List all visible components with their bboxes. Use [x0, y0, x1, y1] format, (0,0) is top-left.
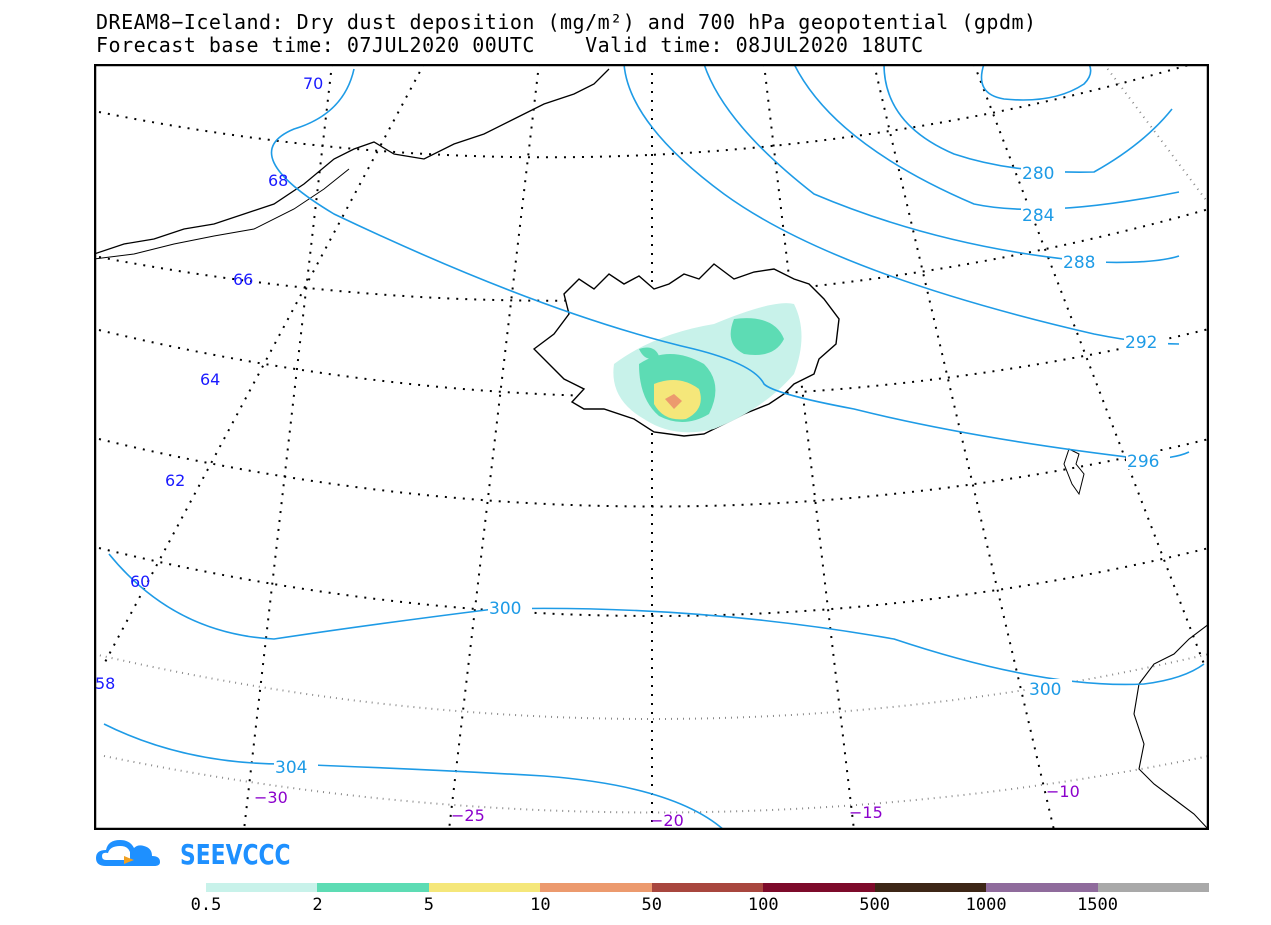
legend-swatch [874, 883, 987, 892]
legend-swatch [1097, 883, 1210, 892]
greenland-coastline [94, 68, 610, 255]
legend-label: 500 [859, 895, 891, 915]
geopotential-contours [103, 64, 1205, 830]
longitude-labels: −30 −25 −20 −15 −10 [254, 782, 1080, 830]
lat-label: 68 [268, 171, 288, 190]
contour-label: 300 [489, 599, 521, 619]
legend-swatch [317, 883, 430, 892]
logo-text: SEEVCCC [180, 837, 291, 871]
legend-label: 1000 [965, 895, 1007, 915]
longitude-lines [103, 64, 1209, 830]
contour-label: 304 [275, 758, 307, 778]
cloud-icon [96, 840, 160, 866]
contour-label: 296 [1127, 452, 1159, 472]
contour-label: 280 [1022, 164, 1054, 184]
lat-label: 64 [200, 370, 220, 389]
legend-swatch [428, 883, 541, 892]
contour-label: 288 [1063, 253, 1095, 273]
dust-deposition-field [613, 303, 802, 433]
legend-label: 10 [530, 895, 551, 915]
lon-label: −30 [254, 788, 288, 807]
map-canvas: 280 284 288 292 296 300 300 304 70 68 66… [94, 64, 1209, 830]
contour-label: 284 [1022, 206, 1054, 226]
lat-label: 60 [130, 572, 150, 591]
lat-label: 62 [165, 471, 185, 490]
faroe-islands [1063, 448, 1085, 496]
seevccc-logo: SEEVCCC [94, 834, 322, 874]
legend-swatch [651, 883, 764, 892]
legend-label: 2 [312, 895, 323, 915]
legend-swatch [986, 883, 1099, 892]
lat-label: 58 [95, 674, 115, 693]
lon-label: −15 [849, 803, 883, 822]
map-title: DREAM8−Iceland: Dry dust deposition (mg/… [96, 10, 1037, 34]
contour-label: 300 [1029, 680, 1061, 700]
lat-label: 70 [303, 74, 323, 93]
map-subtitle: Forecast base time: 07JUL2020 00UTC Vali… [96, 33, 924, 57]
lon-label: −25 [451, 806, 485, 825]
norway-coastline [1133, 623, 1209, 830]
legend-label: 100 [747, 895, 779, 915]
color-legend: 0.5 2 5 10 50 100 500 1000 1500 [191, 883, 1210, 923]
lon-label: −20 [650, 811, 684, 830]
lat-label: 66 [233, 270, 253, 289]
map-border [94, 64, 1209, 830]
map-panel: 280 284 288 292 296 300 300 304 70 68 66… [94, 64, 1209, 830]
legend-label: 0.5 [190, 895, 222, 915]
legend-label: 1500 [1077, 895, 1119, 915]
lon-label: −10 [1046, 782, 1080, 801]
legend-swatch [206, 883, 318, 892]
legend-label: 5 [423, 895, 434, 915]
legend-label: 50 [641, 895, 663, 915]
contour-label: 292 [1125, 333, 1157, 353]
legend-swatch [763, 883, 876, 892]
legend-swatch [540, 883, 653, 892]
latitude-labels: 70 68 66 64 62 60 58 [95, 74, 323, 693]
contour-labels: 280 284 288 292 296 300 300 304 [274, 162, 1170, 778]
latitude-lines [94, 64, 1209, 814]
